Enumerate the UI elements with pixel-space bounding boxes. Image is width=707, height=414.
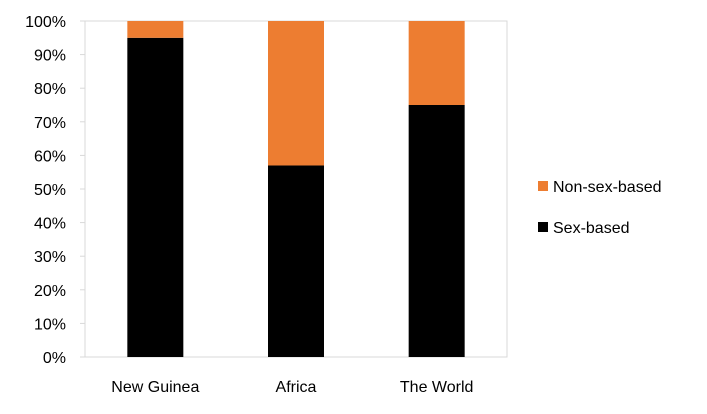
bar-non-sex-based-the-world: [408, 21, 465, 105]
y-axis-tick-label: 50%: [34, 182, 66, 199]
bar-non-sex-based-africa: [268, 21, 324, 166]
y-axis-tick-label: 70%: [34, 115, 66, 132]
y-axis-tick-label: 0%: [43, 350, 66, 367]
y-axis-tick-label: 10%: [34, 316, 66, 333]
bar-sex-based-the-world: [408, 105, 465, 357]
legend-label: Non-sex-based: [553, 179, 662, 196]
y-axis-tick-label: 100%: [25, 14, 66, 31]
legend-swatch: [538, 181, 548, 191]
bar-sex-based-africa: [268, 165, 324, 357]
y-axis-tick-label: 90%: [34, 48, 66, 65]
y-axis-tick-labels: 0% 10% 20% 30% 40% 50% 60% 70% 80% 90% 100%: [25, 14, 85, 367]
y-axis-tick-label: 80%: [34, 81, 66, 98]
y-axis-tick-label: 40%: [34, 216, 66, 233]
y-axis-tick-label: 20%: [34, 283, 66, 300]
y-axis-tick-label: 30%: [34, 249, 66, 266]
x-axis-tick-labels: New Guinea Africa The World: [111, 379, 473, 396]
legend-label: Sex-based: [553, 220, 630, 237]
x-axis-category-label: The World: [400, 379, 474, 396]
x-axis-category-label: New Guinea: [111, 379, 199, 396]
bar-sex-based-new-guinea: [127, 37, 184, 358]
bar-non-sex-based-new-guinea: [127, 21, 184, 38]
plot-area: [84, 20, 508, 358]
legend: Non-sex-based Sex-based: [538, 179, 662, 237]
legend-swatch: [538, 222, 548, 232]
x-axis-category-label: Africa: [276, 379, 317, 396]
y-axis-tick-label: 60%: [34, 148, 66, 165]
